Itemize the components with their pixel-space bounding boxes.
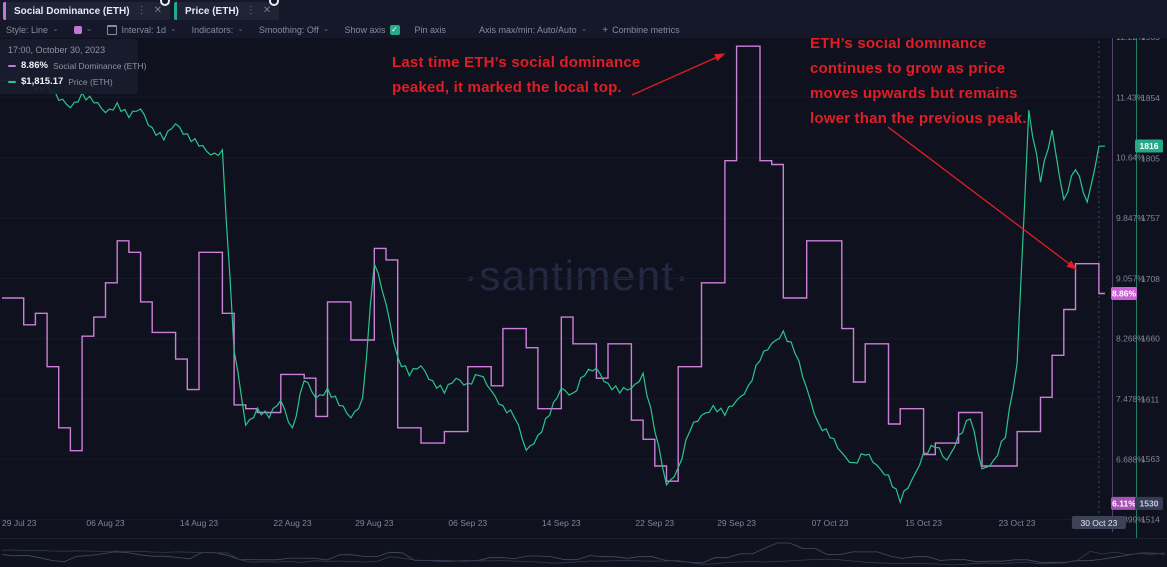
dominance-value: 8.86% bbox=[21, 60, 48, 71]
annotation-dominance-grow: ETH’s social dominance continues to grow… bbox=[810, 35, 1027, 127]
price-axis-tick-label: 1660 bbox=[1141, 334, 1160, 344]
x-axis-label: 29 Aug 23 bbox=[355, 518, 394, 528]
x-axis-label: 07 Oct 23 bbox=[812, 518, 849, 528]
interval-dropdown[interactable]: Interval: 1d ⌄ bbox=[107, 24, 177, 35]
x-axis-label: 22 Sep 23 bbox=[635, 518, 674, 528]
price-label: Price (ETH) bbox=[68, 76, 113, 87]
percent-axis-tick-label: 5.899% bbox=[1116, 515, 1145, 525]
dominance-last-value-badge-text: 8.86% bbox=[1112, 289, 1137, 299]
plus-icon: + bbox=[602, 24, 609, 36]
annotation-arrow-to-peak bbox=[631, 53, 726, 96]
price-axis-tick-label: 1854 bbox=[1141, 93, 1160, 103]
crosshair-date-badge bbox=[1071, 516, 1126, 529]
price-last-value-badge bbox=[1135, 139, 1163, 153]
percent-axis-tick-label: 8.268% bbox=[1116, 334, 1145, 344]
price-line bbox=[2, 69, 1105, 505]
price-axis-tick-label: 1708 bbox=[1141, 274, 1160, 284]
chevron-down-icon: ⌄ bbox=[322, 24, 330, 33]
main-chart[interactable]: ·santiment·12.22%11.43%10.64%9.847%9.057… bbox=[0, 22, 1167, 567]
metric-color-swatch bbox=[73, 26, 82, 34]
dominance-label: Social Dominance (ETH) bbox=[52, 60, 147, 71]
price-value: $1,815.17 bbox=[21, 76, 64, 87]
axis-minmax-dropdown[interactable]: Axis max/min: Auto/Auto ⌄ bbox=[479, 24, 588, 36]
annotation-local-top: Last time ETH’s social dominance peaked,… bbox=[392, 54, 641, 96]
price-series-dash-icon bbox=[8, 80, 16, 83]
tab-price[interactable]: Price (ETH) ⋮ ✕ bbox=[173, 0, 280, 20]
price-axis-tick-label: 1514 bbox=[1141, 515, 1160, 525]
tab-label: Social Dominance (ETH) bbox=[14, 5, 130, 17]
chart-tooltip: 17:00, October 30, 2023 8.86% Social Dom… bbox=[0, 39, 146, 94]
minimap-dominance-line bbox=[1, 542, 1166, 564]
price-axis-tick-label: 1757 bbox=[1141, 213, 1160, 223]
price-axis-tick-label: 1611 bbox=[1141, 394, 1160, 404]
tooltip-row-price: $1,815.17 Price (ETH) bbox=[8, 76, 130, 87]
x-axis-label: 15 Oct 23 bbox=[905, 518, 942, 528]
kebab-menu-icon[interactable]: ⋮ bbox=[245, 5, 256, 16]
chevron-down-icon: ⌄ bbox=[169, 24, 177, 33]
chevron-down-icon: ⌄ bbox=[85, 24, 93, 33]
x-axis-label: 06 Aug 23 bbox=[86, 518, 125, 528]
minimap-background[interactable] bbox=[0, 539, 1167, 567]
chevron-down-icon: ⌄ bbox=[237, 24, 244, 33]
crosshair-price-badge-text: 1530 bbox=[1140, 498, 1159, 508]
percent-axis-tick-label: 7.478% bbox=[1116, 394, 1145, 404]
metric-knob-icon bbox=[159, 0, 170, 6]
x-axis-label: 22 Aug 23 bbox=[273, 518, 312, 528]
chart-stage: ·santiment·12.22%11.43%10.64%9.847%9.057… bbox=[0, 22, 1167, 567]
kebab-menu-icon[interactable]: ⋮ bbox=[136, 5, 147, 16]
crosshair-date-badge-text: 30 Oct 23 bbox=[1080, 518, 1117, 528]
indicators-dropdown[interactable]: Indicators: ⌄ bbox=[191, 24, 244, 36]
annotation-arrow-to-current bbox=[887, 126, 1078, 270]
dominance-series-dash-icon bbox=[8, 64, 16, 67]
price-last-value-badge-text: 1816 bbox=[1140, 141, 1159, 151]
crosshair-price-badge bbox=[1135, 496, 1163, 510]
tooltip-timestamp: 17:00, October 30, 2023 bbox=[8, 45, 106, 55]
percent-axis-tick-label: 11.43% bbox=[1116, 92, 1145, 102]
metric-knob-icon bbox=[269, 0, 280, 6]
x-axis-label: 23 Oct 23 bbox=[999, 518, 1036, 528]
close-icon[interactable]: ✕ bbox=[262, 5, 272, 16]
percent-axis-tick-label: 9.057% bbox=[1116, 273, 1145, 283]
show-axis-toggle[interactable]: Show axis ✓ bbox=[344, 25, 400, 35]
percent-axis-tick-label: 6.688% bbox=[1116, 454, 1145, 464]
dominance-last-value-badge bbox=[1111, 287, 1137, 300]
price-axis-tick-label: 1805 bbox=[1141, 154, 1160, 164]
x-axis-label: 14 Aug 23 bbox=[180, 518, 219, 528]
show-axis-checkbox[interactable]: ✓ bbox=[389, 25, 400, 35]
tab-social-dominance[interactable]: Social Dominance (ETH) ⋮ ✕ bbox=[3, 0, 170, 20]
x-axis-label: 14 Sep 23 bbox=[542, 518, 581, 528]
x-axis-label: 29 Jul 23 bbox=[2, 518, 37, 528]
social-dominance-line bbox=[2, 45, 1105, 482]
chevron-down-icon: ⌄ bbox=[52, 24, 59, 33]
percent-axis-tick-label: 9.847% bbox=[1116, 213, 1145, 223]
chart-toolbar: Style: Line ⌄ ⌄ Interval: 1d ⌄ Indicators:… bbox=[0, 22, 1167, 38]
x-axis-label: 06 Sep 23 bbox=[448, 518, 487, 528]
chevron-down-icon: ⌄ bbox=[580, 24, 588, 33]
smoothing-dropdown[interactable]: Smoothing: Off ⌄ bbox=[258, 24, 330, 36]
metric-tabs-row: Social Dominance (ETH) ⋮ ✕ Price (ETH) ⋮… bbox=[0, 0, 1167, 22]
percent-axis-tick-label: 10.64% bbox=[1116, 153, 1145, 163]
pin-axis-button[interactable]: Pin axis bbox=[414, 25, 447, 35]
combine-metrics-button[interactable]: + Combine metrics bbox=[602, 24, 680, 36]
crosshair-percent-badge bbox=[1111, 496, 1137, 510]
color-swatch-dropdown[interactable]: ⌄ bbox=[73, 24, 93, 34]
calendar-icon bbox=[107, 25, 118, 35]
watermark: ·santiment· bbox=[464, 252, 691, 299]
crosshair-percent-badge-text: 6.11% bbox=[1112, 498, 1136, 508]
minimap-price-line bbox=[1, 549, 1166, 566]
tab-label: Price (ETH) bbox=[184, 5, 239, 17]
style-dropdown[interactable]: Style: Line ⌄ bbox=[6, 24, 59, 36]
tooltip-row-dominance: 8.86% Social Dominance (ETH) bbox=[8, 60, 146, 71]
x-axis-label: 29 Sep 23 bbox=[717, 518, 756, 528]
close-icon[interactable]: ✕ bbox=[153, 5, 162, 16]
price-axis-tick-label: 1563 bbox=[1141, 454, 1160, 464]
